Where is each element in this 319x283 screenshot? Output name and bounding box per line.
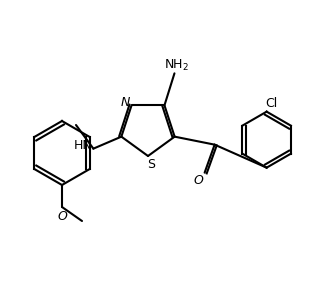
Text: NH$_2$: NH$_2$ <box>164 58 189 73</box>
Text: S: S <box>147 158 155 170</box>
Text: HN: HN <box>74 139 93 152</box>
Text: N: N <box>121 96 130 109</box>
Text: O: O <box>57 211 67 224</box>
Text: Cl: Cl <box>265 97 278 110</box>
Text: O: O <box>194 174 204 187</box>
